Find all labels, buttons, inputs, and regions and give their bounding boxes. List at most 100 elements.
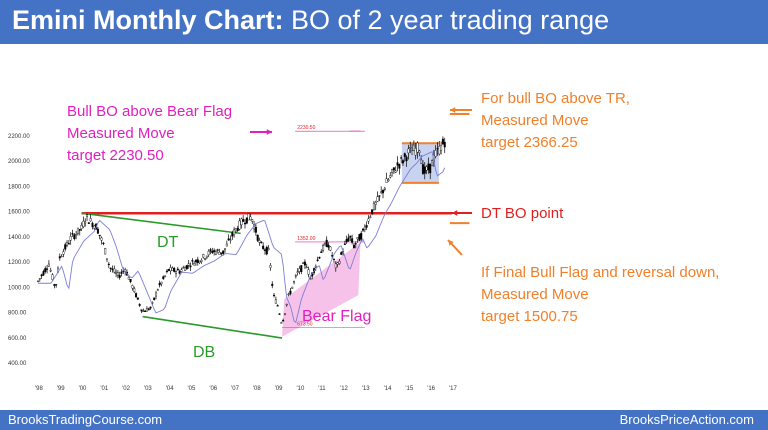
candle-body bbox=[37, 280, 40, 282]
annotation-bull-bo-bear-flag: Bull BO above Bear Flag Measured Move ta… bbox=[67, 101, 232, 167]
x-tick-label: '11 bbox=[318, 386, 326, 392]
candle-body bbox=[225, 243, 228, 247]
candle-body bbox=[363, 226, 366, 230]
annotation-final-bull-flag: If Final Bull Flag and reversal down, Me… bbox=[481, 262, 719, 328]
candle-body bbox=[380, 191, 383, 193]
candle-body bbox=[343, 243, 346, 245]
candle-body bbox=[362, 228, 365, 231]
candle-body bbox=[182, 267, 185, 269]
candle-body bbox=[180, 269, 183, 272]
db-line bbox=[142, 315, 283, 339]
candle-body bbox=[323, 243, 326, 246]
annotation-line: Measured Move bbox=[481, 112, 589, 129]
candle-body bbox=[196, 259, 199, 263]
candle-body bbox=[396, 162, 399, 166]
candle-body bbox=[318, 256, 321, 259]
candle-body bbox=[412, 144, 415, 151]
candle-body bbox=[334, 263, 337, 269]
candle-body bbox=[105, 258, 108, 260]
candle-body bbox=[205, 255, 208, 258]
y-tick-label: 2200.00 bbox=[8, 134, 30, 140]
candle-body bbox=[265, 246, 268, 255]
annotation-line: target 1500.75 bbox=[481, 308, 578, 325]
candle-body bbox=[358, 234, 361, 241]
candle-body bbox=[64, 244, 67, 250]
chart-overlays: 2230.50 1352.00 673.50 bbox=[81, 107, 472, 339]
candle-body bbox=[135, 293, 138, 298]
candle-body bbox=[145, 308, 148, 312]
candle-body bbox=[240, 218, 243, 226]
candle-body bbox=[392, 167, 395, 171]
y-tick-label: 600.00 bbox=[8, 336, 27, 342]
candle-body bbox=[302, 262, 305, 264]
candle-body bbox=[443, 141, 446, 148]
candle-body bbox=[75, 234, 78, 236]
candle-body bbox=[398, 164, 401, 169]
annotation-line: Measured Move bbox=[67, 125, 175, 142]
x-tick-label: '08 bbox=[253, 386, 261, 392]
candle-body bbox=[385, 178, 388, 183]
candle-body bbox=[140, 309, 143, 312]
candle-body bbox=[107, 263, 110, 266]
candle-body bbox=[91, 222, 94, 228]
candle-body bbox=[211, 251, 214, 254]
candle-body bbox=[351, 238, 354, 243]
candle-body bbox=[280, 322, 283, 324]
candle-body bbox=[405, 156, 408, 162]
candle-body bbox=[336, 262, 339, 265]
candle-body bbox=[55, 284, 58, 286]
candle-body bbox=[98, 234, 101, 237]
candle-body bbox=[155, 292, 158, 297]
x-tick-label: '02 bbox=[122, 386, 130, 392]
candle-body bbox=[84, 221, 87, 224]
candle-body bbox=[149, 306, 152, 309]
candle-body bbox=[185, 265, 188, 269]
arrow-final-bull-flag-head bbox=[448, 240, 454, 246]
candle-body bbox=[400, 157, 403, 159]
candle-body bbox=[278, 313, 281, 315]
candle-body bbox=[314, 265, 317, 268]
candle-body bbox=[247, 213, 250, 221]
candle-body bbox=[40, 274, 43, 277]
x-tick-label: '14 bbox=[384, 386, 392, 392]
candle-body bbox=[352, 244, 355, 249]
candle-body bbox=[131, 285, 134, 289]
candle-body bbox=[282, 320, 285, 322]
candle-body bbox=[47, 263, 50, 267]
candle-body bbox=[378, 195, 381, 197]
x-tick-label: '06 bbox=[209, 386, 217, 392]
candle-body bbox=[401, 160, 404, 164]
x-tick-label: '01 bbox=[100, 386, 108, 392]
candle-body bbox=[236, 228, 239, 231]
candle-body bbox=[332, 258, 335, 260]
candle-body bbox=[178, 271, 181, 274]
candle-body bbox=[222, 250, 225, 254]
footer-right: BrooksPriceAction.com bbox=[619, 412, 754, 427]
x-tick-label: '03 bbox=[144, 386, 152, 392]
candle-body bbox=[243, 222, 246, 225]
y-tick-label: 1000.00 bbox=[8, 285, 30, 291]
x-tick-label: '13 bbox=[362, 386, 370, 392]
candle-body bbox=[414, 148, 417, 156]
candle-body bbox=[298, 268, 301, 272]
candle-body bbox=[156, 289, 159, 291]
candle-body bbox=[220, 252, 223, 254]
candle-body bbox=[62, 251, 65, 255]
candle-body bbox=[169, 267, 172, 272]
x-axis: '98 '99 '00 '01 '02 '03 '04 '05 '06 '07 '08 '09 '10 '… bbox=[35, 386, 457, 392]
candle-body bbox=[162, 276, 165, 279]
candle-body bbox=[263, 249, 266, 251]
candle-body bbox=[340, 252, 343, 255]
x-tick-label: '04 bbox=[166, 386, 174, 392]
candle-body bbox=[441, 138, 444, 145]
candle-body bbox=[153, 297, 156, 301]
candle-body bbox=[320, 251, 323, 253]
y-tick-label: 400.00 bbox=[8, 361, 27, 367]
candle-body bbox=[53, 284, 56, 286]
candle-body bbox=[338, 261, 341, 264]
candle-body bbox=[109, 267, 112, 269]
candle-body bbox=[71, 233, 74, 235]
candle-body bbox=[116, 272, 119, 276]
annotation-line: Bull BO above Bear Flag bbox=[67, 103, 233, 120]
x-tick-label: '98 bbox=[35, 386, 43, 392]
